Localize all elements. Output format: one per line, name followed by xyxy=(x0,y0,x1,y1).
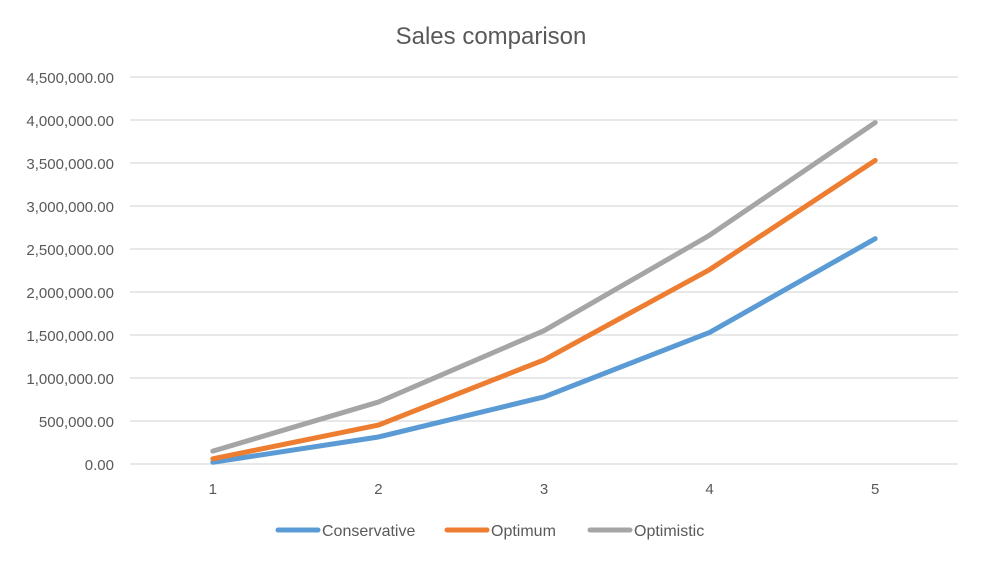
y-tick-label: 0.00 xyxy=(85,457,114,474)
y-tick-label: 4,500,000.00 xyxy=(26,70,114,87)
legend-label-optimum: Optimum xyxy=(491,523,556,540)
y-tick-label: 500,000.00 xyxy=(39,414,114,431)
series-line-optimistic xyxy=(213,123,875,452)
y-tick-label: 2,500,000.00 xyxy=(26,242,114,259)
y-tick-label: 3,500,000.00 xyxy=(26,156,114,173)
x-tick-label: 5 xyxy=(871,481,879,498)
x-tick-label: 2 xyxy=(374,481,382,498)
y-tick-label: 1,000,000.00 xyxy=(26,371,114,388)
chart-title: Sales comparison xyxy=(396,23,587,50)
series-line-conservative xyxy=(213,239,875,463)
x-tick-label: 1 xyxy=(209,481,217,498)
x-tick-label: 3 xyxy=(540,481,548,498)
x-tick-label: 4 xyxy=(705,481,713,498)
y-tick-label: 3,000,000.00 xyxy=(26,199,114,216)
y-tick-label: 2,000,000.00 xyxy=(26,285,114,302)
y-tick-label: 4,000,000.00 xyxy=(26,113,114,130)
y-tick-label: 1,500,000.00 xyxy=(26,328,114,345)
series-line-optimum xyxy=(213,160,875,458)
legend-label-optimistic: Optimistic xyxy=(634,523,704,540)
legend-label-conservative: Conservative xyxy=(322,523,415,540)
